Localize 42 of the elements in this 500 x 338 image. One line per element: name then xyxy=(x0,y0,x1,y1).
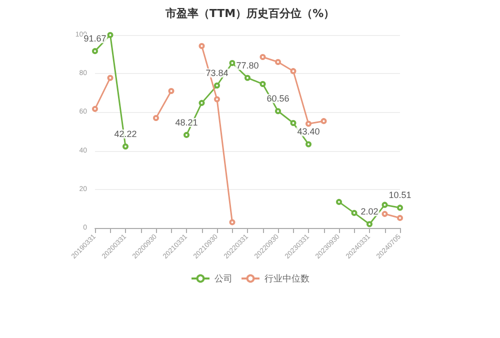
point xyxy=(229,219,236,226)
point xyxy=(214,96,220,102)
data-label: 60.56 xyxy=(266,94,290,104)
legend-label: 行业中位数 xyxy=(264,274,310,284)
point xyxy=(275,108,281,114)
point xyxy=(366,221,372,228)
point xyxy=(92,48,98,54)
point xyxy=(397,204,403,211)
point xyxy=(184,132,190,138)
point xyxy=(397,214,403,221)
point xyxy=(153,114,159,121)
point xyxy=(168,88,174,94)
data-label: 48.21 xyxy=(175,117,198,128)
data-label: 77.80 xyxy=(236,60,259,70)
point xyxy=(306,120,312,127)
data-label: 2.02 xyxy=(360,206,378,217)
point xyxy=(382,210,388,217)
point xyxy=(382,202,388,208)
point xyxy=(214,82,220,88)
point xyxy=(122,144,128,150)
point xyxy=(260,81,266,88)
point xyxy=(320,118,327,124)
data-label: 73.84 xyxy=(206,68,228,78)
point xyxy=(351,210,358,216)
chart-title: 市盈率（TTM）历史百分位（%） xyxy=(164,7,335,20)
point xyxy=(107,74,114,81)
point xyxy=(198,43,205,49)
point xyxy=(244,74,250,81)
point xyxy=(306,141,312,148)
data-label: 43.40 xyxy=(297,126,320,137)
point xyxy=(92,106,98,112)
data-label: 10.51 xyxy=(388,190,412,200)
point xyxy=(107,32,114,38)
legend-label: 公司 xyxy=(214,274,232,284)
data-label: 42.22 xyxy=(114,129,137,140)
point xyxy=(290,68,296,74)
point xyxy=(198,100,205,106)
point xyxy=(290,120,296,126)
point xyxy=(336,198,342,205)
point xyxy=(229,60,236,66)
point xyxy=(260,54,266,60)
point xyxy=(275,59,281,66)
